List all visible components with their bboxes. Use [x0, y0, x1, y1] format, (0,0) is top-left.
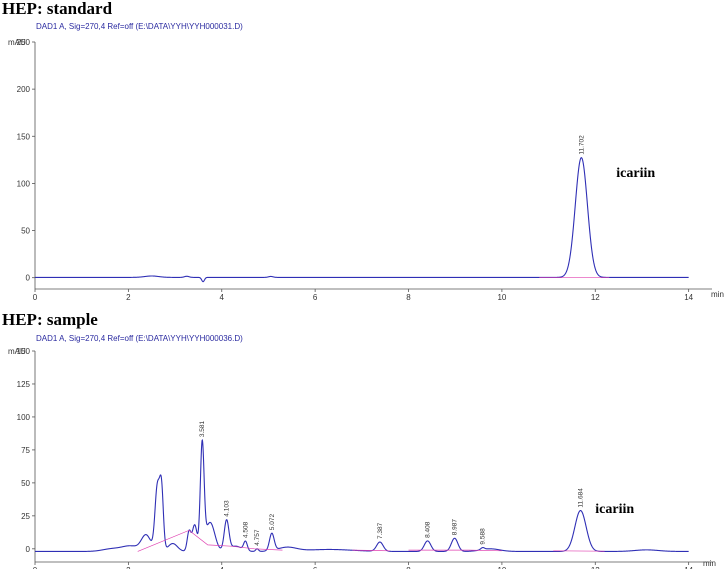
- standard-x-axis-unit: min: [711, 290, 724, 299]
- sample-y-tick-label: 50: [21, 479, 30, 488]
- sample-x-tick-label: 12: [591, 566, 600, 569]
- sample-y-tick-label: 25: [21, 512, 30, 521]
- sample-peak-label: 4.757: [254, 529, 261, 546]
- sample-peak-label: 9.588: [480, 528, 487, 545]
- sample-x-tick-label: 8: [406, 566, 411, 569]
- sample-x-tick-label: 6: [313, 566, 318, 569]
- sample-signal-trace: [35, 439, 689, 552]
- sample-integration-baseline: [408, 549, 502, 552]
- standard-icariin-annotation: icariin: [616, 166, 655, 181]
- standard-x-tick-label: 10: [497, 293, 506, 302]
- standard-y-tick-label: 0: [26, 274, 31, 283]
- sample-peak-label: 7.387: [377, 522, 384, 539]
- sample-peak-label: 4.103: [224, 500, 231, 517]
- sample-y-tick-label: 0: [26, 545, 31, 554]
- sample-panel-title: HEP: sample: [2, 310, 98, 329]
- sample-icariin-annotation: icariin: [595, 502, 634, 517]
- standard-x-tick-label: 8: [406, 293, 411, 302]
- standard-y-tick-label: 250: [17, 38, 31, 47]
- standard-y-axis-unit: mAU: [8, 38, 26, 47]
- sample-y-tick-label: 100: [17, 413, 31, 422]
- standard-x-tick-label: 4: [220, 293, 225, 302]
- sample-plot-area: 0 25 50 75 100 125 150 0 2 4 6 8 10 12 14 3.581 4.103 4.5…: [17, 347, 712, 569]
- sample-x-axis-unit: min: [703, 559, 716, 568]
- sample-peak-label: 11.684: [578, 488, 585, 508]
- sample-y-tick-label: 75: [21, 446, 30, 455]
- standard-panel: HEP: standard DAD1 A, Sig=270,4 Ref=off …: [2, 0, 724, 302]
- sample-y-tick-label: 150: [17, 347, 31, 356]
- standard-x-tick-label: 6: [313, 293, 318, 302]
- sample-panel: HEP: sample DAD1 A, Sig=270,4 Ref=off (E…: [2, 310, 716, 569]
- standard-y-tick-label: 50: [21, 227, 30, 236]
- standard-x-tick-label: 14: [684, 293, 693, 302]
- standard-y-tick-label: 100: [17, 179, 31, 188]
- standard-x-tick-label: 0: [33, 293, 38, 302]
- sample-x-tick-label: 4: [220, 566, 225, 569]
- standard-y-tick-label: 150: [17, 132, 31, 141]
- sample-x-tick-label: 0: [33, 566, 38, 569]
- sample-peak-label: 8.408: [425, 521, 432, 538]
- sample-integration-baseline: [137, 529, 283, 552]
- sample-signal-label: DAD1 A, Sig=270,4 Ref=off (E:\DATA\YYH\Y…: [36, 334, 243, 343]
- standard-signal-trace: [35, 157, 689, 283]
- sample-y-axis-unit: mAU: [8, 347, 26, 356]
- standard-panel-title: HEP: standard: [2, 0, 113, 18]
- sample-integration-baseline: [352, 549, 390, 552]
- standard-plot-area: 0 50 100 150 200 250 0 2 4 6 8 10 12 14 11.702 icariin: [17, 38, 712, 302]
- sample-y-tick-label: 125: [17, 380, 31, 389]
- standard-signal-label: DAD1 A, Sig=270,4 Ref=off (E:\DATA\YYH\Y…: [36, 22, 243, 31]
- sample-x-tick-label: 2: [126, 566, 131, 569]
- sample-peak-label: 3.581: [199, 421, 206, 438]
- sample-peak-label: 4.508: [242, 521, 249, 538]
- standard-x-tick-label: 2: [126, 293, 131, 302]
- standard-y-tick-label: 200: [17, 85, 31, 94]
- sample-peak-label: 5.072: [269, 514, 276, 531]
- sample-peak-label: 8.987: [452, 519, 459, 536]
- standard-x-tick-label: 12: [591, 293, 600, 302]
- sample-x-tick-label: 10: [497, 566, 506, 569]
- sample-x-tick-label: 14: [684, 566, 693, 569]
- standard-peak-label: 11.702: [578, 135, 585, 155]
